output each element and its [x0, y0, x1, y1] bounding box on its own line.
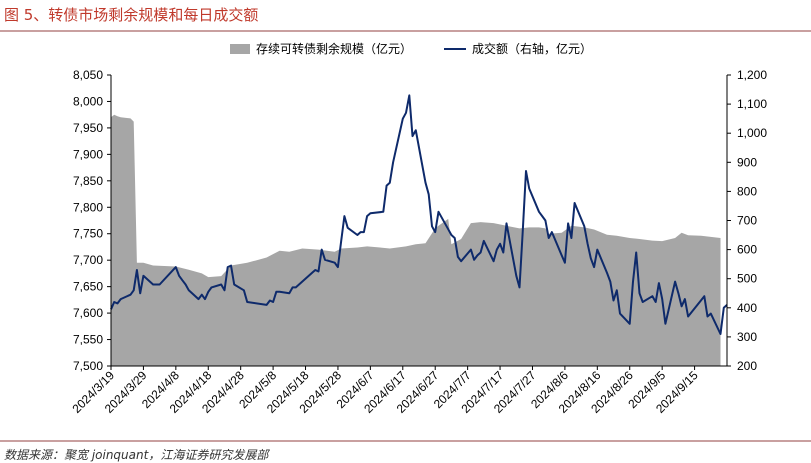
- y-left-tick-label: 7,850: [73, 174, 103, 188]
- y-right-tick-label: 1,000: [737, 126, 767, 140]
- line-series-turnover: [110, 94, 728, 335]
- legend-line-label: 成交额（右轴，亿元）: [472, 42, 593, 56]
- y-left-tick-label: 7,600: [73, 306, 103, 320]
- y-left-tick-label: 7,700: [73, 253, 103, 267]
- y-left-tick-label: 7,950: [73, 121, 103, 135]
- chart-legend: 存续可转债剩余规模（亿元） 成交额（右轴，亿元）: [230, 40, 624, 57]
- data-source-note: 数据来源：聚宽 joinquant，江海证券研究发展部: [4, 448, 269, 462]
- y-right-tick-label: 700: [737, 214, 757, 228]
- area-series-remaining-scale: [111, 114, 721, 366]
- y-right-tick-label: 900: [737, 155, 757, 169]
- y-left-tick-label: 7,650: [73, 280, 103, 294]
- y-right-tick-label: 400: [737, 301, 757, 315]
- legend-line-swatch: [444, 47, 467, 50]
- y-left-tick-label: 7,500: [73, 359, 103, 373]
- y-right-tick-label: 1,200: [737, 68, 767, 82]
- y-right-tick-label: 800: [737, 184, 757, 198]
- y-right-tick-label: 500: [737, 272, 757, 286]
- y-right-tick-label: 300: [737, 330, 757, 344]
- y-left-tick-label: 8,000: [73, 94, 103, 108]
- title-divider: [0, 30, 811, 32]
- y-left-tick-label: 7,800: [73, 200, 103, 214]
- y-left-tick-label: 7,550: [73, 333, 103, 347]
- y-left-tick-label: 7,900: [73, 147, 103, 161]
- chart-svg: 8,050 8,000 7,950 7,900 7,850 7,800 7,750 7,700…: [69, 68, 767, 416]
- y-right-tick-label: 600: [737, 243, 757, 257]
- page-title: 图 5、转债市场剩余规模和每日成交额: [4, 6, 259, 24]
- legend-area-swatch: [230, 43, 250, 54]
- legend-item-area: 存续可转债剩余规模（亿元）: [230, 40, 412, 57]
- footer-divider: [0, 440, 811, 442]
- legend-item-line: 成交额（右轴，亿元）: [444, 40, 592, 57]
- y-right-tick-label: 200: [737, 359, 757, 373]
- y-left-tick-label: 7,750: [73, 227, 103, 241]
- legend-area-label: 存续可转债剩余规模（亿元）: [256, 42, 413, 56]
- y-left-tick-label: 8,050: [73, 68, 103, 82]
- y-right-tick-label: 1,100: [737, 97, 767, 111]
